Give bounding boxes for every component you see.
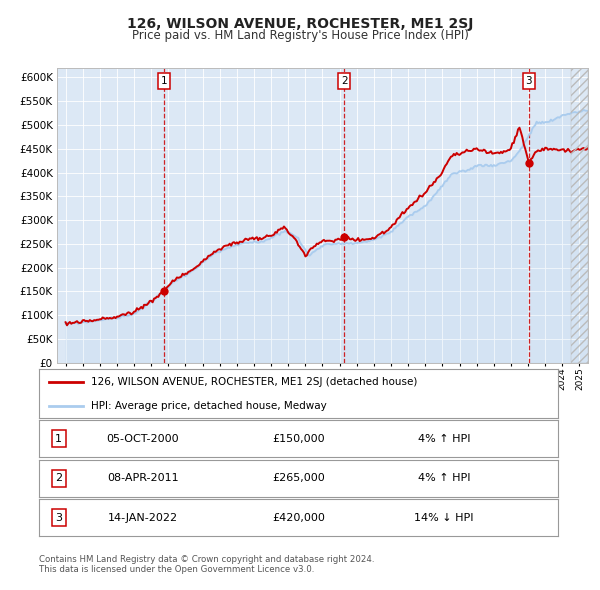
Text: 4% ↑ HPI: 4% ↑ HPI bbox=[418, 473, 470, 483]
Text: £265,000: £265,000 bbox=[272, 473, 325, 483]
Text: Contains HM Land Registry data © Crown copyright and database right 2024.: Contains HM Land Registry data © Crown c… bbox=[39, 555, 374, 563]
Text: £420,000: £420,000 bbox=[272, 513, 325, 523]
Text: 126, WILSON AVENUE, ROCHESTER, ME1 2SJ (detached house): 126, WILSON AVENUE, ROCHESTER, ME1 2SJ (… bbox=[91, 378, 417, 388]
Text: 3: 3 bbox=[526, 76, 532, 86]
Text: 126, WILSON AVENUE, ROCHESTER, ME1 2SJ: 126, WILSON AVENUE, ROCHESTER, ME1 2SJ bbox=[127, 17, 473, 31]
Text: 4% ↑ HPI: 4% ↑ HPI bbox=[418, 434, 470, 444]
Text: £150,000: £150,000 bbox=[272, 434, 325, 444]
Text: 1: 1 bbox=[161, 76, 167, 86]
Text: 2: 2 bbox=[55, 473, 62, 483]
Text: 1: 1 bbox=[55, 434, 62, 444]
Text: Price paid vs. HM Land Registry's House Price Index (HPI): Price paid vs. HM Land Registry's House … bbox=[131, 30, 469, 42]
Text: 08-APR-2011: 08-APR-2011 bbox=[107, 473, 179, 483]
Text: 14-JAN-2022: 14-JAN-2022 bbox=[108, 513, 178, 523]
Text: 05-OCT-2000: 05-OCT-2000 bbox=[106, 434, 179, 444]
Text: HPI: Average price, detached house, Medway: HPI: Average price, detached house, Medw… bbox=[91, 401, 326, 411]
Text: 2: 2 bbox=[341, 76, 347, 86]
Text: 14% ↓ HPI: 14% ↓ HPI bbox=[414, 513, 473, 523]
Text: This data is licensed under the Open Government Licence v3.0.: This data is licensed under the Open Gov… bbox=[39, 565, 314, 574]
Text: 3: 3 bbox=[55, 513, 62, 523]
